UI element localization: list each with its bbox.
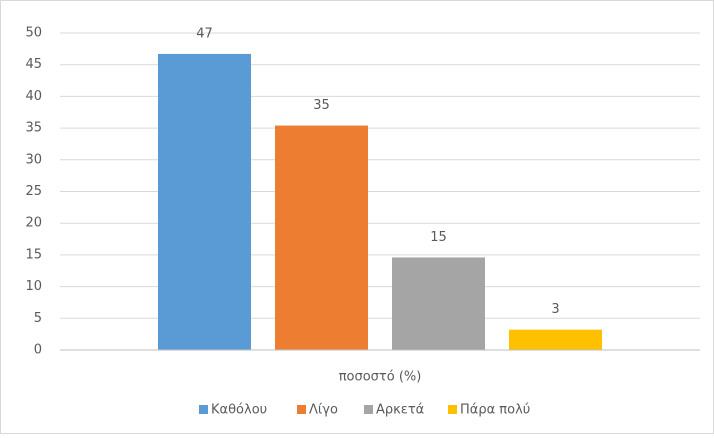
data-label: 35 [313,98,330,113]
y-tick-label: 0 [34,343,42,358]
bar [392,257,485,350]
y-tick-label: 50 [25,26,42,41]
y-tick-label: 40 [25,89,42,104]
y-tick-label: 30 [25,152,42,167]
y-tick-label: 20 [25,216,42,231]
legend-label: Λίγο [309,403,338,418]
bar [158,53,251,351]
legend-label: Καθόλου [211,403,267,418]
y-tick-label: 15 [25,247,42,262]
y-tick-label: 5 [34,311,42,326]
legend-swatch [297,405,306,414]
y-tick-label: 10 [25,279,42,294]
data-label: 47 [196,26,213,41]
legend-label: Αρκετά [376,403,424,418]
y-tick-label: 25 [25,184,42,199]
y-tick-label: 45 [25,57,42,72]
bar [275,125,368,351]
legend-label: Πάρα πολύ [460,403,530,418]
legend-swatch [448,405,457,414]
legend-swatch [364,405,373,414]
y-tick-label: 35 [25,121,42,136]
data-label: 15 [430,230,447,245]
legend-swatch [199,405,208,414]
bar [509,329,602,350]
data-label: 3 [551,302,559,317]
x-tick-label: ποσοστό (%) [339,370,422,385]
